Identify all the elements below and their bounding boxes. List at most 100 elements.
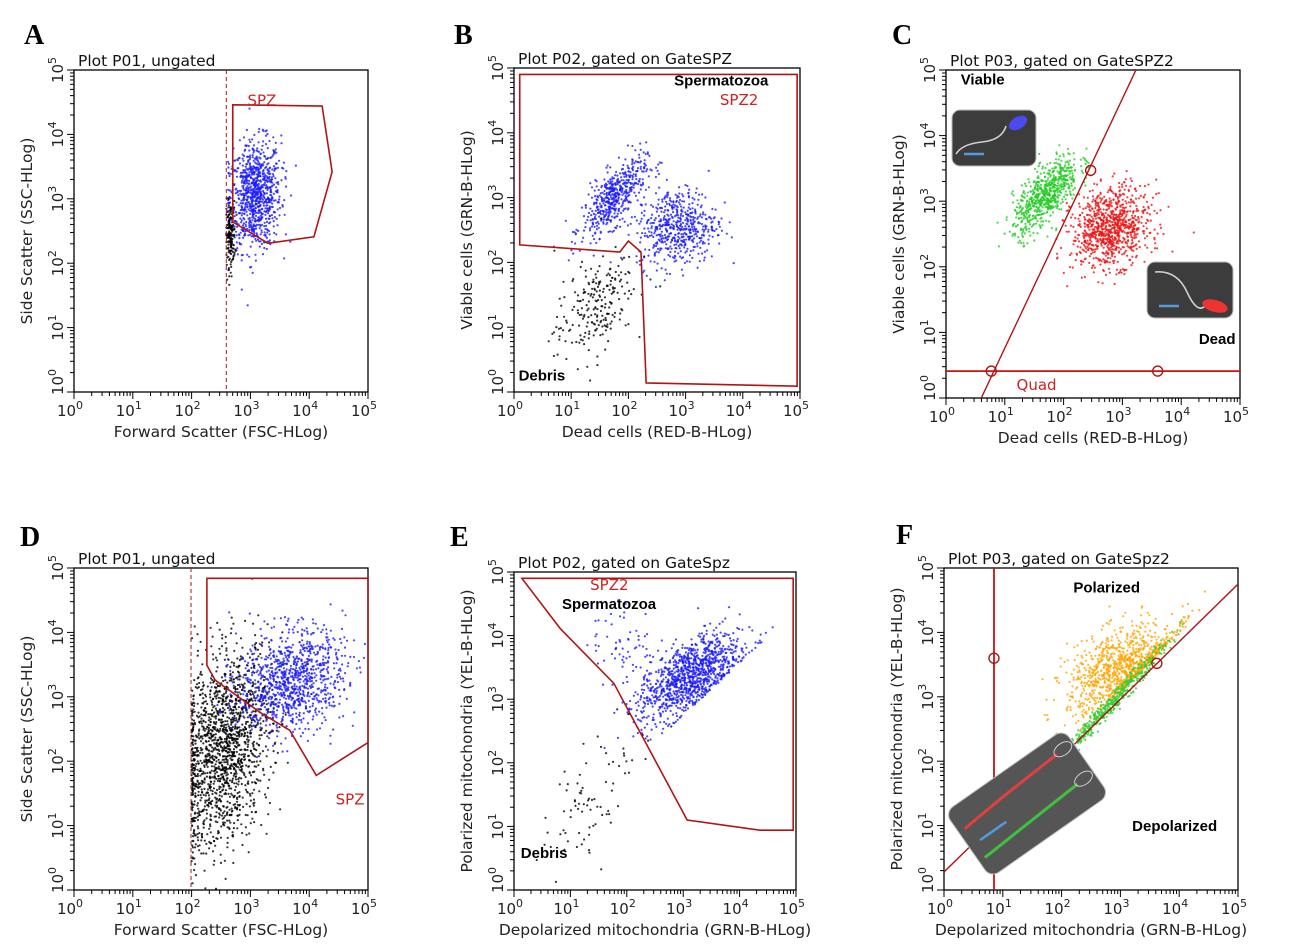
data-point [701,193,704,196]
data-point [653,232,656,235]
data-point [700,234,704,237]
data-point [1042,192,1046,195]
data-point [1013,234,1017,237]
data-point [1040,179,1043,182]
data-point [1068,172,1071,175]
data-point [639,165,642,168]
data-point [1080,165,1083,168]
data-point [594,195,597,198]
y-tick-exponent: 4 [486,120,499,127]
data-point [1041,167,1044,170]
data-point [227,246,230,249]
data-point [273,210,276,213]
data-point [262,129,265,132]
data-point [224,789,227,792]
data-point [283,213,286,216]
gate-spz2 [518,73,798,387]
data-point [643,162,646,165]
data-point [675,221,678,224]
data-point [271,205,274,209]
x-tick-label: 105 [351,399,377,420]
data-point [1155,178,1158,181]
data-point [589,207,592,210]
data-point [235,170,238,173]
data-point [1077,224,1080,227]
data-point [240,288,243,291]
data-point [674,233,677,236]
data-point [602,213,605,216]
data-point [652,235,655,239]
data-point [1118,240,1122,243]
data-point [679,217,682,220]
data-point [235,642,238,645]
data-point [1038,162,1041,165]
data-point [259,191,262,194]
data-point [264,207,267,210]
x-tick-label: 103 [1105,405,1131,426]
data-point [1085,242,1088,245]
data-point [255,162,258,165]
data-point [237,197,240,200]
data-point [1091,189,1094,192]
data-point [209,720,212,723]
data-point [697,252,700,255]
data-point [266,228,269,232]
data-point [665,229,669,232]
data-point [655,244,658,247]
data-point [613,187,616,191]
data-point [1145,200,1149,203]
data-point [250,173,253,176]
data-point [1105,198,1108,201]
data-point [1084,257,1087,260]
data-point [272,225,275,228]
data-point [1101,197,1104,200]
data-point [228,275,231,278]
data-point [649,278,652,281]
data-point [686,220,689,223]
data-point [589,294,592,297]
data-point [1031,189,1034,192]
data-point [571,279,574,283]
data-point [641,232,644,235]
data-point [248,219,251,222]
data-point [1058,194,1061,197]
data-point [1101,251,1104,254]
data-point [656,207,659,210]
data-point [1142,225,1145,228]
data-point [280,142,283,145]
data-point [573,305,576,308]
data-point [665,202,669,205]
data-point [266,212,270,215]
data-point [594,306,597,309]
data-point [1154,242,1157,245]
data-point [1021,219,1024,222]
data-point [1130,179,1133,183]
data-point [1102,246,1105,249]
data-point [656,247,660,250]
data-point [664,236,667,239]
data-point [258,245,261,248]
x-tick-label: 101 [554,399,580,420]
data-point [643,196,646,199]
data-point [640,211,643,214]
data-point [247,144,250,148]
data-point [259,233,262,236]
data-point [693,216,697,219]
data-point [1130,264,1133,267]
data-point [625,185,628,188]
data-point [1137,215,1140,219]
data-point [1032,231,1035,234]
data-point [260,218,263,221]
data-point [219,652,222,655]
data-point [1139,184,1142,187]
data-point [610,198,614,201]
data-point [263,225,266,228]
region-label: SPZ [247,91,276,109]
data-point [594,273,597,276]
data-point [198,832,201,835]
data-point [663,215,666,218]
data-point [233,225,236,228]
data-point [675,205,678,208]
data-point [1120,223,1123,227]
data-point [243,734,246,737]
